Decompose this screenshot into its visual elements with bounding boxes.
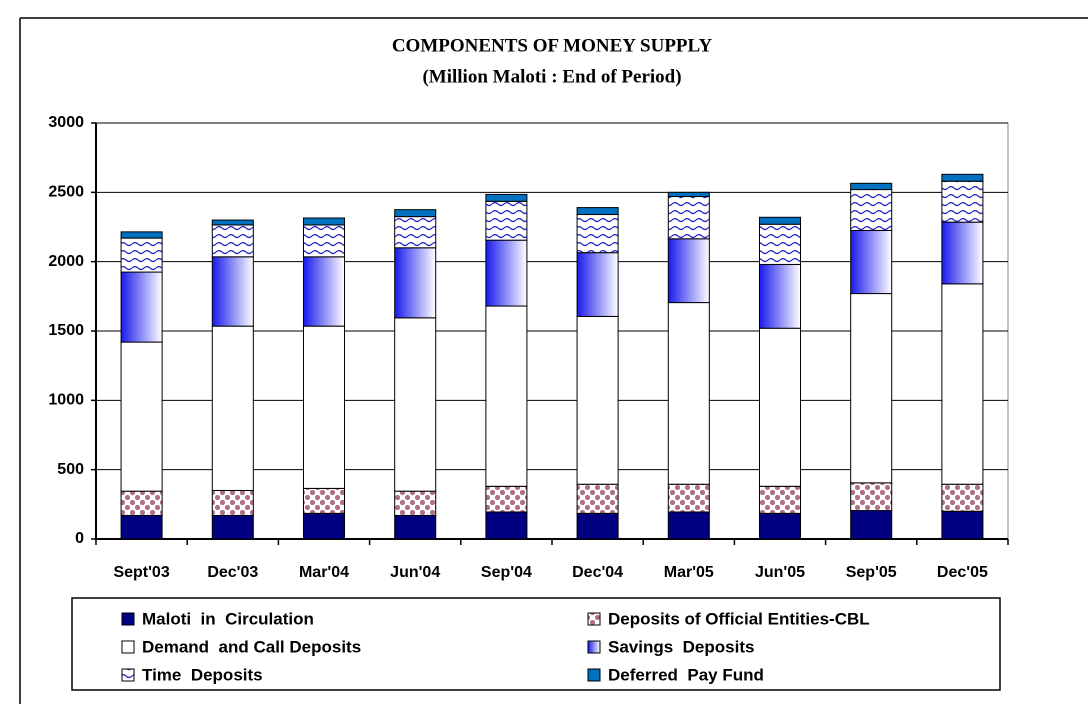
legend-swatch <box>121 668 135 682</box>
x-tick-label: Jun'05 <box>755 564 805 581</box>
legend-label: Time Deposits <box>142 665 263 684</box>
y-tick-label: 1000 <box>48 392 84 409</box>
bar-segment <box>576 315 619 485</box>
y-tick-label: 3000 <box>48 114 84 131</box>
bar-segment <box>485 511 528 540</box>
bar-segment <box>941 483 984 512</box>
x-tick-label: Sep'05 <box>846 564 897 581</box>
bar-segment <box>394 216 437 249</box>
bar-segment <box>485 239 528 307</box>
bar-segment <box>576 207 619 216</box>
y-tick-label: 1500 <box>48 322 84 339</box>
bar-segment <box>120 271 163 343</box>
bar-segment <box>302 217 346 226</box>
legend-label: Deferred Pay Fund <box>608 665 764 684</box>
bar-segment <box>850 189 893 231</box>
bar-segment <box>394 247 437 319</box>
bar-segment <box>941 510 984 540</box>
legend-label: Savings Deposits <box>608 637 754 656</box>
bar-segment <box>576 512 619 540</box>
bar-segment <box>302 325 346 489</box>
legend-swatch <box>121 612 135 626</box>
bar-segment <box>120 514 163 540</box>
x-tick-label: Dec'04 <box>572 564 623 581</box>
y-tick-label: 500 <box>57 461 84 478</box>
bar-segment <box>758 216 802 225</box>
bar-segment <box>758 223 802 265</box>
bar-segment <box>485 485 528 513</box>
bar-segment <box>758 512 802 540</box>
bar-segment <box>120 237 163 273</box>
bar-segment <box>667 191 710 197</box>
bar-segment <box>120 231 163 239</box>
bar-segment <box>576 214 619 254</box>
y-tick-label: 0 <box>75 530 84 547</box>
bar-segment <box>850 482 893 512</box>
legend-box <box>71 597 1001 691</box>
bar-segment <box>667 483 710 513</box>
bar-segment <box>485 200 528 241</box>
bar-segment <box>941 283 984 485</box>
bar-segment <box>758 327 802 487</box>
legend-label: Maloti in Circulation <box>142 609 314 628</box>
bar-segment <box>850 293 893 484</box>
bar-segment <box>941 180 984 223</box>
bar-segment <box>394 209 437 218</box>
bar-segment <box>485 193 528 202</box>
bar-segment <box>667 511 710 540</box>
bar-segment <box>120 341 163 492</box>
bar-segment <box>302 512 346 540</box>
bar-segment <box>485 305 528 487</box>
bar-segment <box>850 510 893 540</box>
bar-segment <box>211 256 254 327</box>
legend-swatch <box>587 612 601 626</box>
x-tick-label: Dec'03 <box>207 564 258 581</box>
bar-segment <box>394 317 437 492</box>
y-tick-label: 2500 <box>48 184 84 201</box>
chart-title: COMPONENTS OF MONEY SUPPLY <box>392 35 713 56</box>
x-tick-label: Mar'04 <box>299 564 349 581</box>
x-tick-label: Sep'04 <box>481 564 532 581</box>
bar-segment <box>941 173 984 182</box>
bar-segment <box>120 490 163 516</box>
legend-swatch <box>121 640 135 654</box>
bar-segment <box>211 514 254 540</box>
bar-segment <box>758 485 802 514</box>
bar-segment <box>394 490 437 516</box>
x-tick-label: Jun'04 <box>390 564 440 581</box>
x-tick-label: Dec'05 <box>937 564 988 581</box>
bar-segment <box>211 219 254 226</box>
x-tick-label: Mar'05 <box>664 564 714 581</box>
bar-segment <box>394 514 437 540</box>
bar-segment <box>667 238 710 304</box>
y-tick-label: 2000 <box>48 253 84 270</box>
bar-segment <box>850 229 893 295</box>
legend-label: Demand and Call Deposits <box>142 637 361 656</box>
bar-segment <box>211 224 254 258</box>
bar-segment <box>302 487 346 514</box>
bar-segment <box>667 195 710 240</box>
bar-segment <box>302 224 346 258</box>
bar-segment <box>576 483 619 514</box>
bar-segment <box>758 263 802 329</box>
bar-segment <box>576 252 619 317</box>
bar-segment <box>302 256 346 327</box>
x-tick-label: Sept'03 <box>113 564 169 581</box>
legend-label: Deposits of Official Entities-CBL <box>608 609 870 628</box>
bar-segment <box>211 489 254 516</box>
bar-segment <box>850 182 893 191</box>
legend-swatch <box>587 668 601 682</box>
bar-segment <box>211 325 254 491</box>
bar-segment <box>667 302 710 485</box>
legend-swatch <box>587 640 601 654</box>
chart-subtitle: (Million Maloti : End of Period) <box>422 66 681 87</box>
bar-segment <box>941 221 984 285</box>
